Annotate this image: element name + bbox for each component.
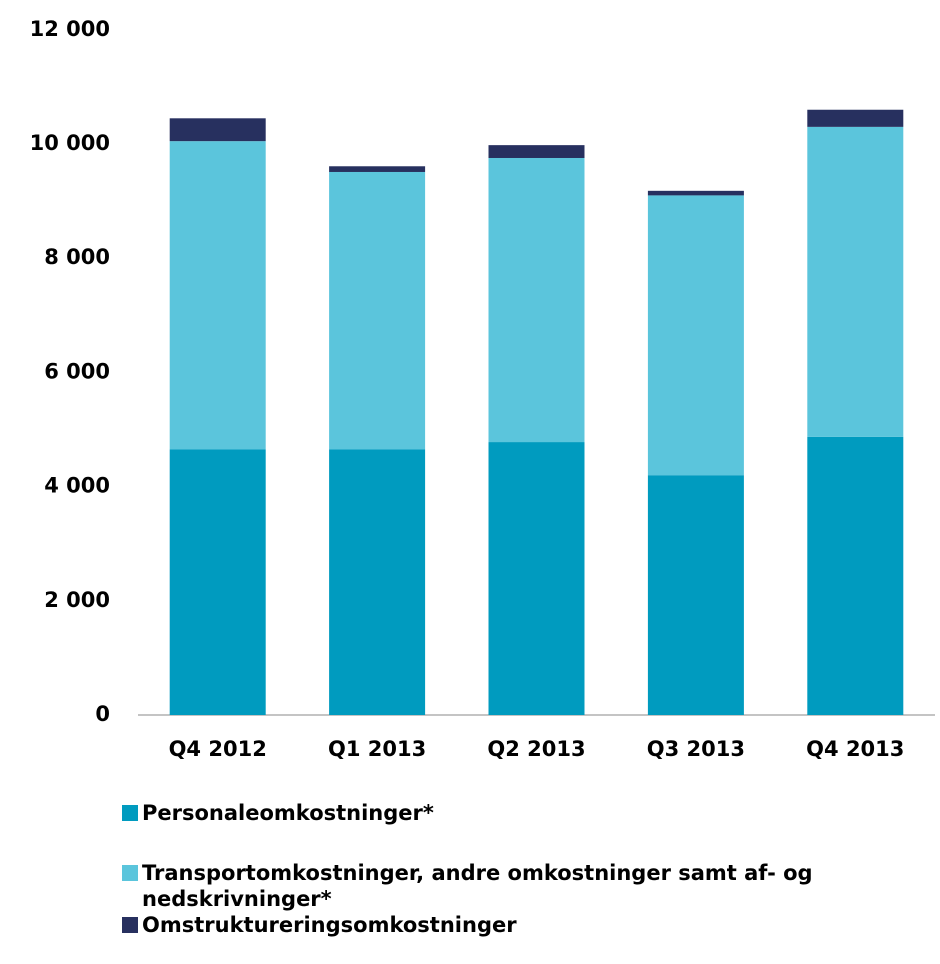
bar-segment: [329, 449, 426, 715]
legend-item: Transportomkostninger, andre omkostninge…: [122, 860, 912, 912]
legend-label: Omstruktureringsomkostninger: [142, 913, 517, 937]
bar-segment: [169, 449, 266, 715]
bar-segment: [488, 145, 585, 158]
y-tick-label: 2 000: [44, 588, 110, 612]
bar-segment: [807, 109, 904, 127]
legend-swatch: [122, 917, 138, 933]
legend-swatch: [122, 865, 138, 881]
chart: 0 2 000 4 000 6 000 8 000 10 000 12 000 Q4 2012…: [30, 17, 935, 761]
bar-segment: [488, 157, 585, 443]
legend-item: Omstruktureringsomkostninger: [122, 912, 912, 938]
bar-segment: [647, 190, 744, 196]
bar-segment: [647, 475, 744, 715]
legend-item: Personaleomkostninger*: [122, 800, 912, 826]
y-tick-label: 10 000: [30, 131, 110, 155]
x-tick-label: Q4 2013: [806, 737, 904, 761]
x-tick-label: Q4 2012: [169, 737, 267, 761]
y-tick-label: 6 000: [44, 359, 110, 383]
bar-segment: [329, 166, 426, 172]
y-tick-label: 4 000: [44, 474, 110, 498]
bar-segment: [169, 141, 266, 450]
legend-swatch: [122, 805, 138, 821]
y-tick-label: 0: [95, 702, 110, 726]
bar-segment: [647, 195, 744, 476]
bar-segment: [488, 442, 585, 715]
x-tick-label: Q3 2013: [647, 737, 745, 761]
y-tick-label: 12 000: [30, 17, 110, 41]
y-tick-label: 8 000: [44, 245, 110, 269]
x-tick-label: Q2 2013: [487, 737, 585, 761]
x-tick-label: Q1 2013: [328, 737, 426, 761]
bar-segment: [807, 126, 904, 437]
bar-segment: [329, 171, 426, 450]
bar-segment: [169, 118, 266, 142]
legend: Personaleomkostninger* Transportomkostnin…: [122, 800, 912, 938]
bar-segment: [807, 436, 904, 715]
legend-label: Transportomkostninger, andre omkostninge…: [142, 861, 813, 911]
legend-label: Personaleomkostninger*: [142, 801, 434, 825]
